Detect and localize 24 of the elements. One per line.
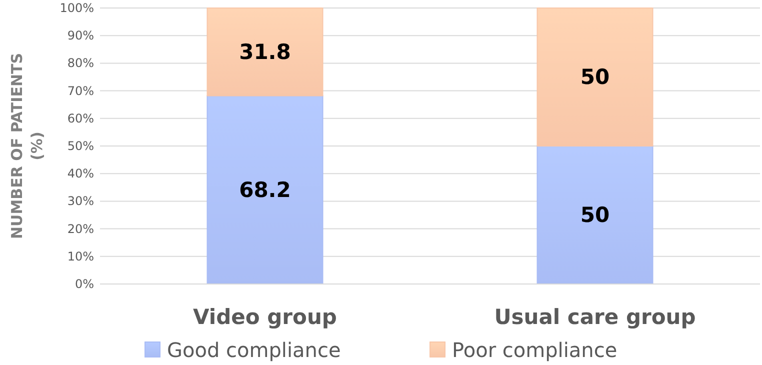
y-tick-label: 10% xyxy=(67,249,94,264)
y-tick-label: 30% xyxy=(67,194,94,208)
bar xyxy=(206,95,324,284)
data-label: 31.8 xyxy=(239,40,291,64)
y-tick-label: 50% xyxy=(67,139,94,153)
y-tick-label: 20% xyxy=(67,222,94,236)
x-tick-label: Video group xyxy=(193,305,337,329)
y-tick-label: 80% xyxy=(67,56,94,70)
data-label: 68.2 xyxy=(239,178,291,202)
y-axis-title: NUMBER OF PATIENTS (%) xyxy=(8,52,46,240)
y-tick-label: 90% xyxy=(67,28,94,43)
y-tick-label: 0% xyxy=(74,277,94,291)
y-tick-label: 100% xyxy=(60,1,94,15)
y-tick-label: 40% xyxy=(67,166,94,181)
bar xyxy=(536,8,654,146)
y-tick-label: 70% xyxy=(67,84,94,98)
legend-label: Good compliance xyxy=(167,338,341,362)
x-tick-label: Usual care group xyxy=(494,305,696,329)
legend-label: Poor compliance xyxy=(452,338,618,362)
bar xyxy=(206,8,324,96)
y-tick-label: 60% xyxy=(67,111,94,126)
data-label: 50 xyxy=(580,203,610,227)
bar xyxy=(536,146,654,284)
data-label: 50 xyxy=(580,65,610,89)
